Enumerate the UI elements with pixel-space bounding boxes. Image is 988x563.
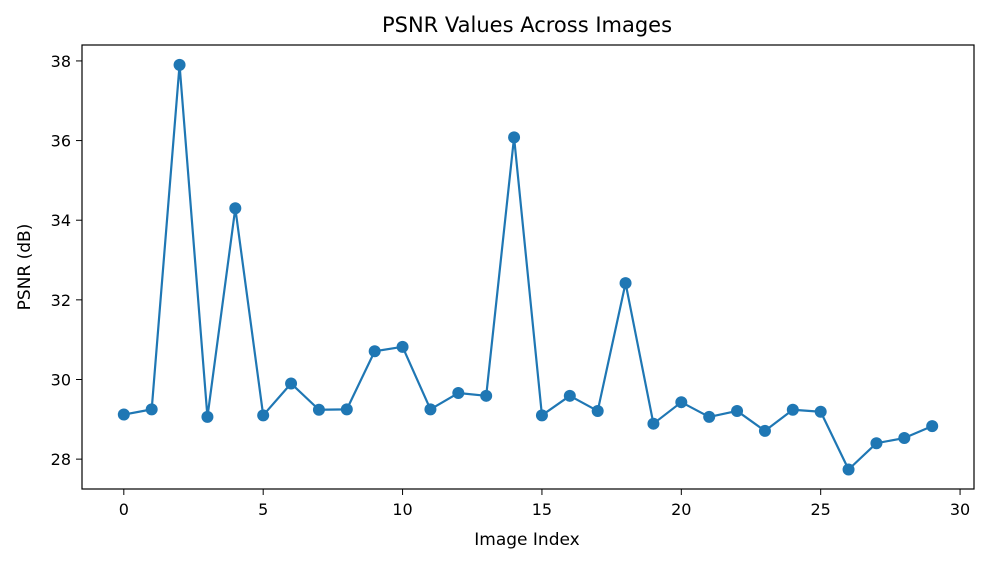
- data-point: [619, 277, 632, 290]
- data-point: [396, 340, 409, 353]
- data-point: [368, 345, 381, 358]
- data-point: [842, 463, 855, 476]
- data-point: [731, 404, 744, 417]
- data-point: [703, 410, 716, 423]
- data-point: [312, 403, 325, 416]
- data-point: [285, 377, 298, 390]
- series-line: [123, 63, 933, 471]
- data-point: [591, 404, 604, 417]
- data-point: [535, 409, 548, 422]
- x-tick-label: 0: [119, 500, 129, 519]
- chart-title: PSNR Values Across Images: [382, 13, 672, 37]
- data-point: [814, 405, 827, 418]
- data-point: [898, 432, 911, 445]
- data-point: [257, 409, 270, 422]
- data-point: [675, 396, 688, 409]
- x-tick-label: 5: [258, 500, 268, 519]
- y-axis: 28 30 32 34 36 38: [51, 52, 82, 469]
- data-point: [117, 408, 130, 421]
- y-tick-label: 36: [51, 132, 71, 151]
- data-point: [508, 131, 521, 144]
- x-tick-label: 25: [811, 500, 831, 519]
- data-point: [424, 403, 437, 416]
- plot-area: [81, 44, 975, 490]
- data-point: [201, 410, 214, 423]
- data-point: [926, 420, 939, 433]
- data-point: [647, 417, 660, 430]
- data-point: [563, 389, 576, 402]
- series-layer: [117, 58, 939, 476]
- x-axis-label: Image Index: [474, 530, 579, 550]
- y-tick-label: 30: [51, 370, 71, 389]
- y-axis-label: PSNR (dB): [15, 224, 35, 311]
- data-point: [340, 403, 353, 416]
- x-tick-label: 10: [392, 500, 412, 519]
- data-point: [452, 387, 465, 400]
- y-tick-label: 28: [51, 450, 71, 469]
- x-tick-label: 15: [532, 500, 552, 519]
- data-point: [145, 403, 158, 416]
- data-point: [480, 389, 493, 402]
- data-point: [173, 58, 186, 71]
- data-point: [786, 403, 799, 416]
- x-axis: 0 5 10 15 20 25 30: [119, 489, 970, 519]
- y-tick-label: 32: [51, 291, 71, 310]
- data-point: [758, 424, 771, 437]
- y-tick-label: 34: [51, 211, 71, 230]
- data-point: [229, 202, 242, 215]
- data-point: [870, 437, 883, 450]
- y-tick-label: 38: [51, 52, 71, 71]
- x-tick-label: 30: [950, 500, 970, 519]
- plot-frame: [81, 44, 975, 490]
- x-tick-label: 20: [671, 500, 691, 519]
